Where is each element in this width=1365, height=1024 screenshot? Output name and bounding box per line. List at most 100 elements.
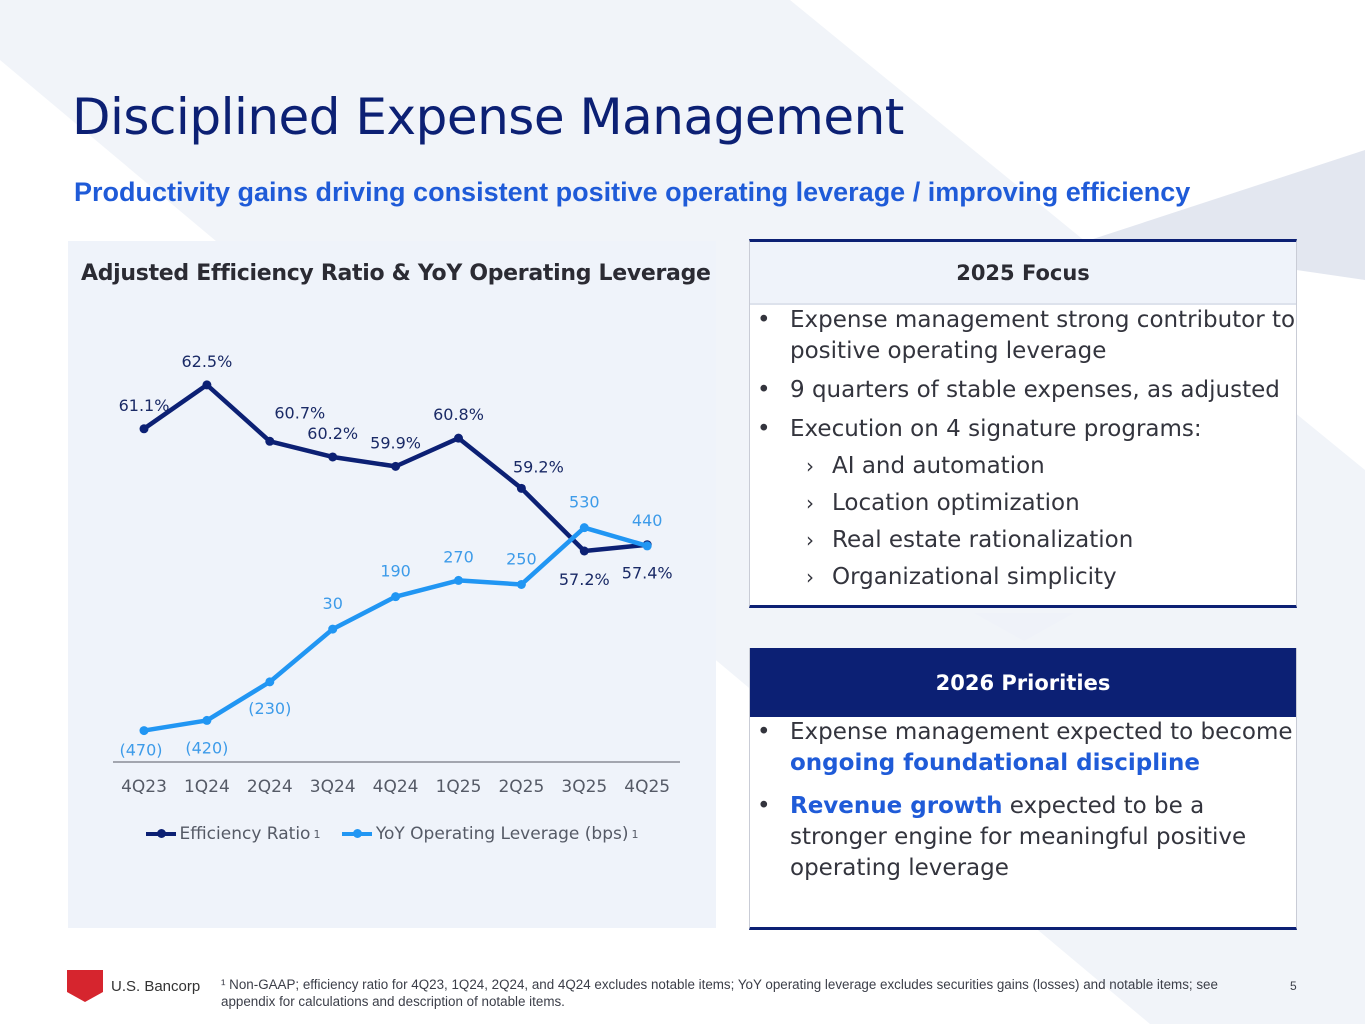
data-label: (230) [248, 699, 291, 718]
data-point [579, 523, 589, 533]
data-point [139, 726, 149, 736]
chevron-right-icon: › [806, 528, 814, 552]
bullet-icon: • [757, 377, 771, 403]
signature-programs-list: › AI and automation › Location optimizatio… [790, 451, 1296, 593]
data-label: 57.4% [622, 564, 673, 583]
sub-list-item: › AI and automation [790, 451, 1296, 482]
logo-text: U.S. Bancorp [111, 977, 201, 995]
x-tick-label: 4Q25 [624, 777, 670, 797]
bullet-text: 9 quarters of stable expenses, as adjust… [790, 377, 1280, 403]
x-tick-label: 3Q24 [310, 777, 356, 797]
sub-bullet-text: Organizational simplicity [832, 564, 1117, 590]
bullet-text: expected to be a stronger engine for mea… [790, 793, 1254, 881]
data-label: 59.2% [513, 457, 564, 476]
sub-list-item: › Organizational simplicity [790, 562, 1296, 593]
data-point [642, 541, 652, 551]
bullet-icon: • [757, 307, 771, 333]
footnote-marker: 1 [313, 827, 321, 841]
data-point [454, 575, 463, 585]
priorities-2026-header: 2026 Priorities [750, 648, 1296, 717]
list-item: • Expense management strong contributor t… [750, 305, 1296, 367]
data-label: (470) [119, 741, 162, 760]
x-tick-label: 4Q24 [373, 777, 419, 797]
legend-label-operating-leverage: YoY Operating Leverage (bps) [375, 824, 629, 844]
list-item: • Revenue growth expected to be a stronge… [750, 791, 1296, 884]
bullet-icon: • [757, 416, 771, 442]
legend-label-efficiency-ratio: Efficiency Ratio [179, 824, 311, 844]
sub-list-item: › Real estate rationalization [790, 525, 1296, 556]
focus-2025-list: • Expense management strong contributor t… [750, 305, 1296, 593]
x-tick-label: 2Q25 [498, 777, 544, 797]
sub-list-item: › Location optimization [790, 488, 1296, 519]
legend-swatch-operating-leverage [341, 829, 372, 838]
data-label: 59.9% [370, 433, 421, 452]
data-point [202, 380, 212, 390]
data-point [454, 433, 463, 443]
highlight-text: Revenue growth [790, 793, 1003, 819]
focus-2025-header: 2025 Focus [750, 242, 1296, 305]
data-point [328, 624, 338, 634]
highlight-text: ongoing foundational discipline [790, 750, 1200, 776]
data-point [139, 424, 149, 434]
data-label: 30 [323, 594, 343, 613]
bullet-icon: • [757, 793, 771, 819]
data-label: 57.2% [559, 570, 610, 589]
company-logo: U.S. Bancorp [67, 970, 200, 1002]
focus-2025-box: 2025 Focus • Expense management strong co… [749, 239, 1297, 608]
footnote: ¹ Non-GAAP; efficiency ratio for 4Q23, 1… [221, 977, 1218, 1009]
x-tick-label: 1Q24 [184, 777, 230, 797]
data-label: 60.2% [307, 424, 358, 443]
data-point [516, 483, 526, 493]
list-item: • Execution on 4 signature programs: › AI … [750, 414, 1296, 593]
data-label: 61.1% [119, 396, 170, 415]
page-subtitle: Productivity gains driving consistent po… [74, 177, 1191, 207]
chart-title: Adjusted Efficiency Ratio & YoY Operatin… [81, 261, 711, 286]
priorities-2026-box: 2026 Priorities • Expense management expe… [749, 648, 1297, 930]
x-tick-label: 1Q25 [436, 777, 482, 797]
x-tick-label: 4Q23 [121, 777, 167, 797]
data-label: 62.5% [181, 352, 232, 371]
bullet-text: Expense management expected to become [790, 719, 1300, 745]
bullet-text: Expense management strong contributor to… [790, 307, 1296, 364]
data-point [579, 546, 589, 556]
sub-bullet-text: Location optimization [832, 490, 1080, 516]
data-label: 60.8% [433, 405, 484, 424]
down-arrow-icon [974, 613, 1074, 641]
chart-legend: Efficiency Ratio 1 YoY Operating Leverage… [68, 821, 716, 844]
chevron-right-icon: › [806, 565, 814, 589]
data-point [265, 436, 275, 446]
data-label: 250 [506, 549, 537, 568]
bullet-icon: • [757, 719, 771, 745]
x-tick-label: 2Q24 [247, 777, 293, 797]
data-point [391, 592, 401, 602]
data-point [516, 579, 526, 589]
page-number: 5 [1290, 979, 1297, 993]
shield-logo-icon [67, 970, 103, 1002]
sub-bullet-text: Real estate rationalization [832, 527, 1134, 553]
chart-panel: Adjusted Efficiency Ratio & YoY Operatin… [68, 241, 716, 928]
chevron-right-icon: › [806, 491, 814, 515]
page-title: Disciplined Expense Management [72, 88, 904, 146]
legend-swatch-efficiency-ratio [145, 829, 176, 838]
footnote-marker: 1 [631, 827, 639, 841]
sub-bullet-text: AI and automation [832, 453, 1045, 479]
data-label: 270 [443, 547, 474, 566]
line-chart: 4Q23 1Q24 2Q24 3Q24 4Q24 1Q25 2Q25 3Q25 4Q25 61.1… [113, 352, 680, 797]
legend-item-operating-leverage: YoY Operating Leverage (bps) 1 [341, 824, 639, 844]
data-label: 440 [632, 511, 663, 530]
data-label: 190 [380, 562, 411, 581]
list-item: • 9 quarters of stable expenses, as adjus… [750, 375, 1296, 406]
priorities-2026-list: • Expense management expected to become o… [750, 717, 1296, 884]
data-label: (420) [185, 738, 228, 757]
data-point [391, 461, 401, 471]
data-label: 530 [569, 493, 600, 512]
x-tick-label: 3Q25 [561, 777, 607, 797]
series-line-operating-leverage [143, 525, 648, 733]
bullet-text: Execution on 4 signature programs: [790, 416, 1202, 442]
data-point [328, 452, 338, 462]
chevron-right-icon: › [806, 454, 814, 478]
data-point [202, 715, 212, 725]
legend-item-efficiency-ratio: Efficiency Ratio 1 [145, 824, 321, 844]
list-item: • Expense management expected to become o… [750, 717, 1296, 779]
data-label: 60.7% [274, 403, 325, 422]
